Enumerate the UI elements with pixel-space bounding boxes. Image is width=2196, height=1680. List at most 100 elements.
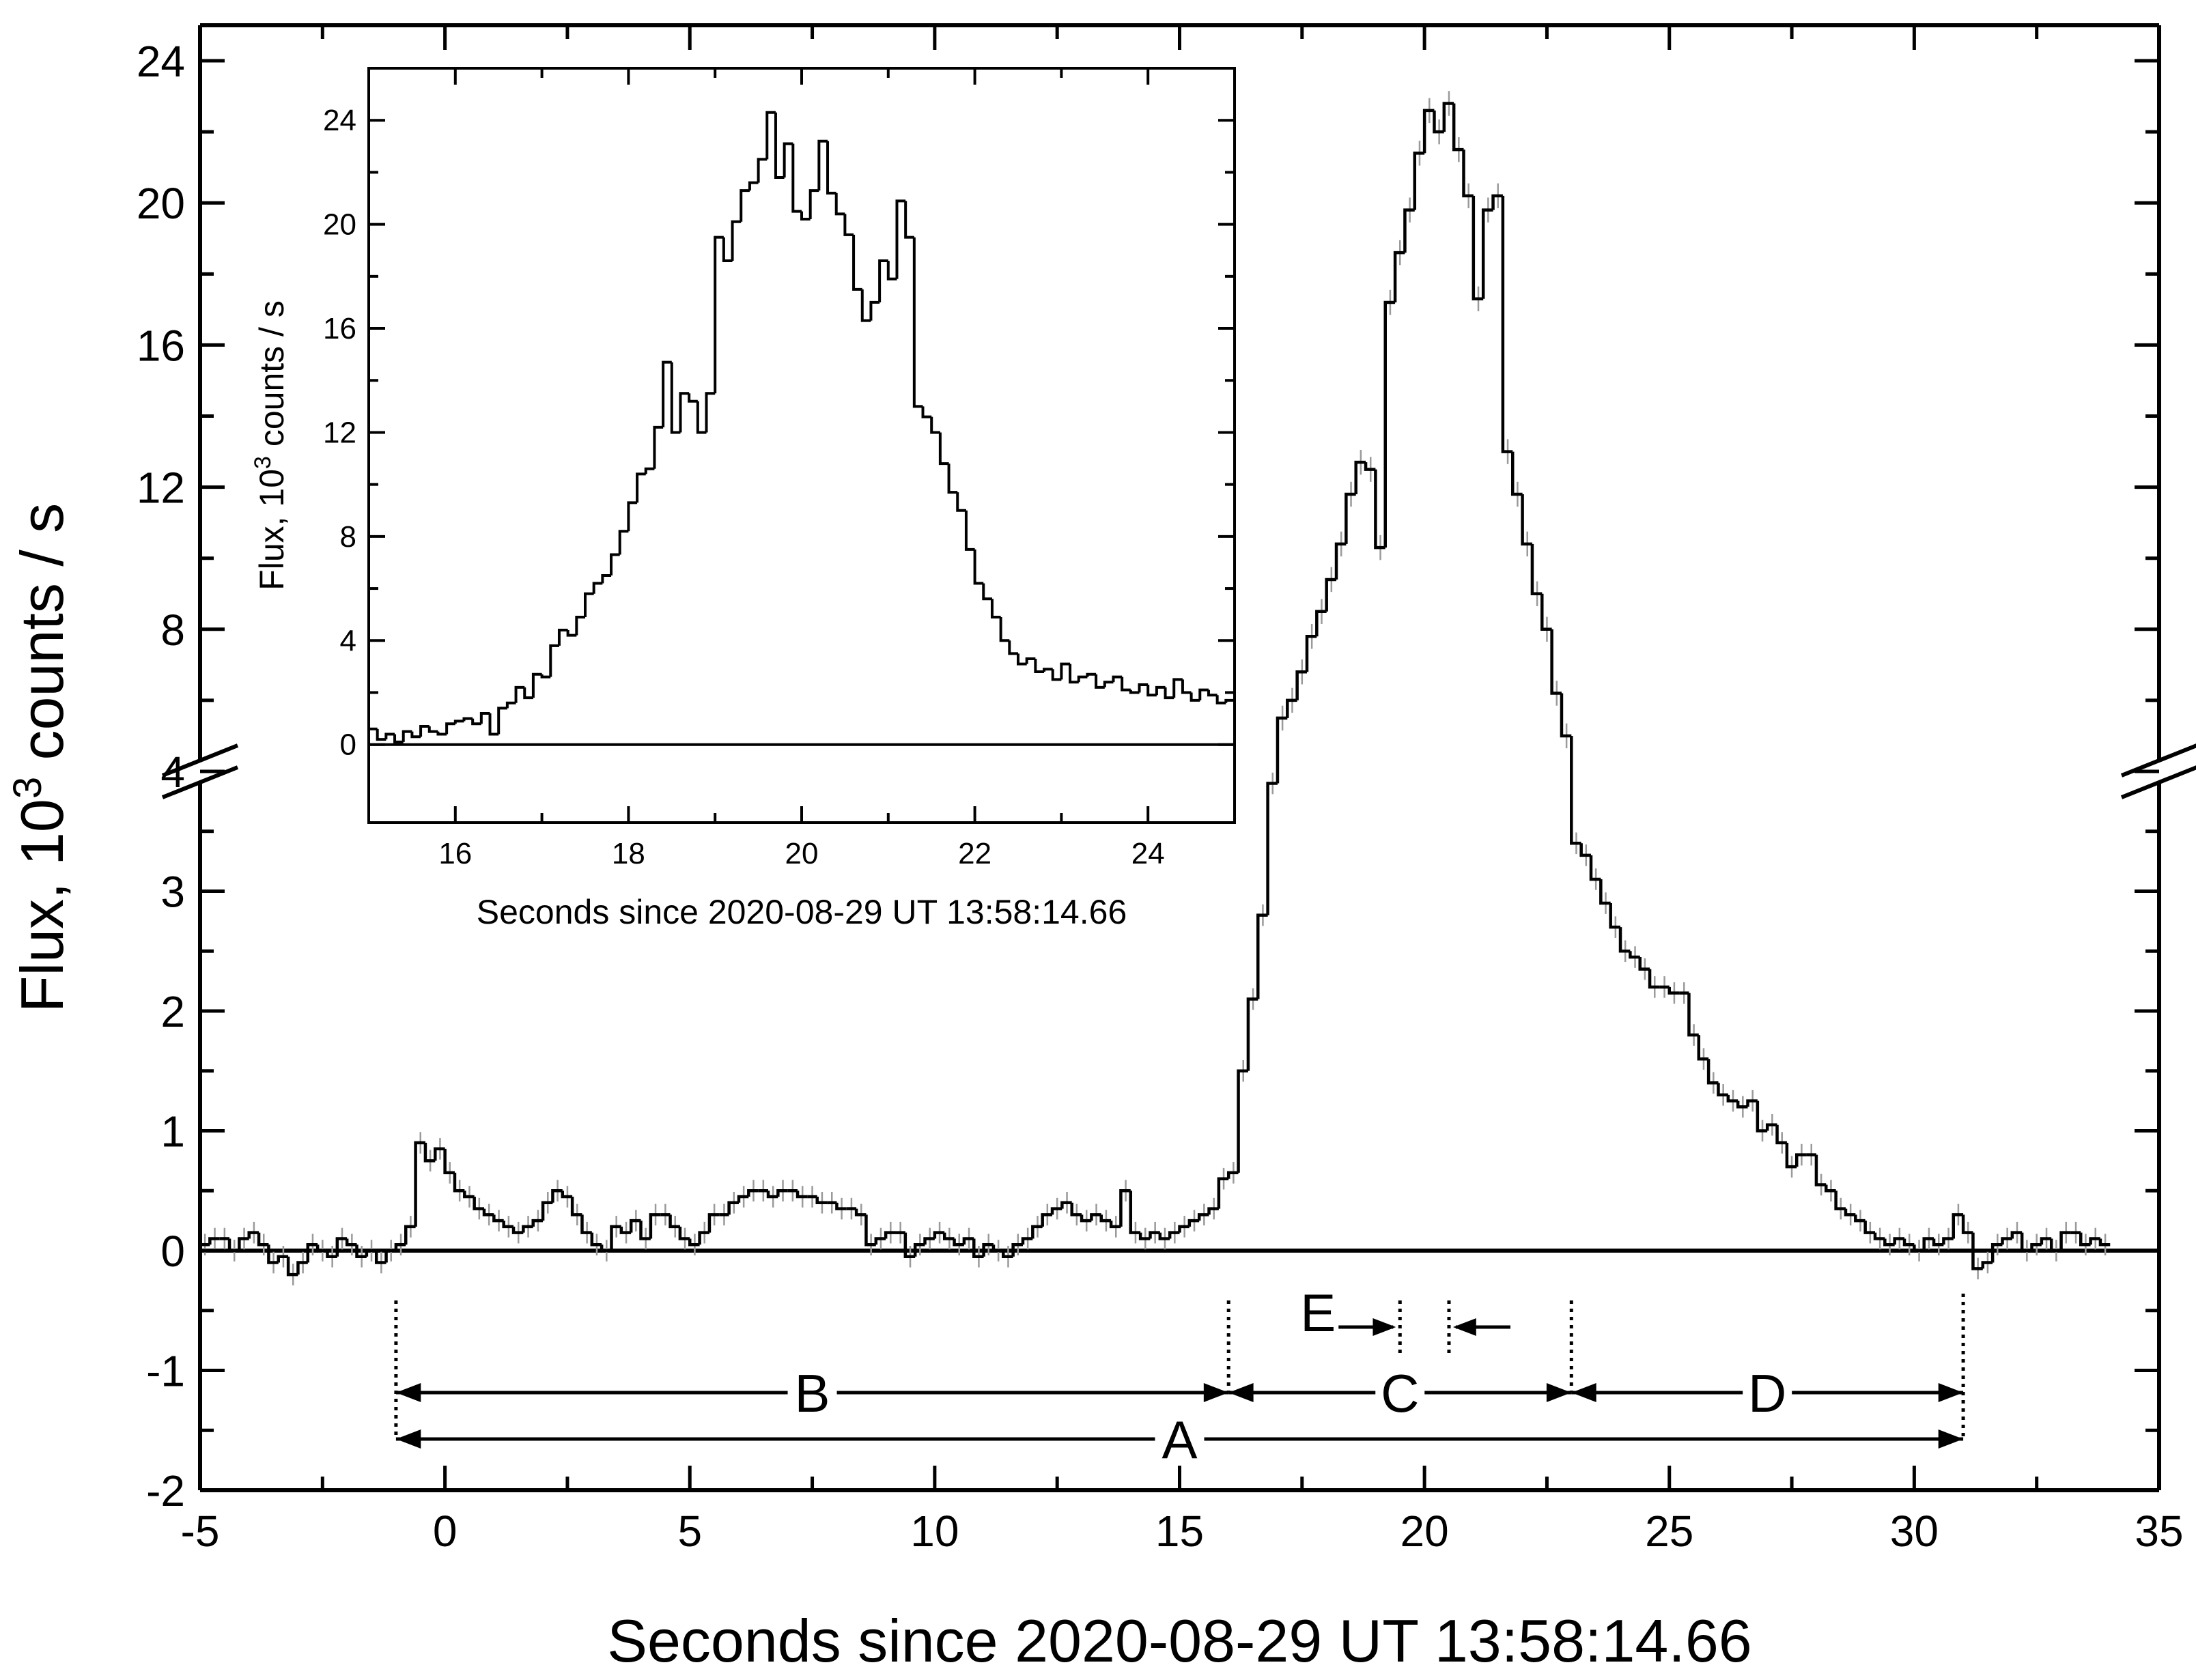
break-mark xyxy=(161,743,239,778)
data-bin xyxy=(345,1238,357,1247)
inset-y-tick-label: 24 xyxy=(323,104,356,137)
data-bin xyxy=(1393,251,1405,302)
inset-data-bin xyxy=(791,143,802,213)
inset-data-bin xyxy=(1077,675,1088,683)
data-bin xyxy=(1354,460,1366,495)
data-bin xyxy=(1041,1213,1053,1227)
inset-data-bin xyxy=(1155,685,1166,696)
data-bin xyxy=(1305,634,1317,672)
data-bin xyxy=(1510,451,1523,496)
data-bin xyxy=(1031,1225,1043,1239)
inset-data-bin xyxy=(757,158,768,183)
inset-light-curve-series xyxy=(369,111,1235,743)
data-bin xyxy=(1794,1153,1807,1167)
data-bin xyxy=(1638,957,1650,971)
inset-data-bin xyxy=(1034,658,1045,673)
inset-data-bin xyxy=(938,432,949,466)
data-bin xyxy=(1168,1231,1180,1239)
data-bin xyxy=(453,1172,465,1193)
data-bin xyxy=(1138,1232,1151,1240)
x-tick-label: 0 xyxy=(433,1507,458,1556)
data-bin xyxy=(1579,843,1591,857)
data-bin xyxy=(1462,150,1474,198)
inset-data-bin xyxy=(557,629,568,646)
inset-data-bin xyxy=(1121,677,1131,692)
inset-data-bin xyxy=(1103,681,1114,687)
data-bin xyxy=(991,1244,1004,1253)
data-bin xyxy=(355,1244,367,1259)
data-bin xyxy=(1070,1202,1082,1216)
data-bin xyxy=(1207,1207,1219,1215)
inset-data-bin xyxy=(1051,669,1062,681)
inset-data-bin xyxy=(584,592,594,617)
inset-data-bin xyxy=(1095,674,1105,689)
data-bin xyxy=(1775,1124,1787,1145)
inset-data-bin xyxy=(410,731,421,739)
inset-y-axis-title: Flux, 103 counts / s xyxy=(250,300,291,590)
inset-data-bin xyxy=(575,615,585,636)
data-bin xyxy=(982,1242,994,1257)
x-tick-label: 35 xyxy=(2135,1507,2183,1556)
data-bin xyxy=(482,1208,494,1216)
arrow-head xyxy=(1228,1383,1254,1402)
data-bin xyxy=(1706,1059,1719,1085)
inset-y-tick-label: 20 xyxy=(323,208,356,242)
data-bin xyxy=(1325,578,1337,612)
data-bin xyxy=(1560,693,1572,738)
data-bin xyxy=(1599,879,1611,905)
data-bin xyxy=(1481,208,1493,299)
x-tick-label: 15 xyxy=(1155,1507,1204,1556)
data-bin xyxy=(2098,1238,2111,1247)
data-bin xyxy=(796,1191,808,1199)
inset-y-tick-label: 8 xyxy=(340,520,356,554)
inset-data-bin xyxy=(618,530,629,555)
data-bin xyxy=(884,1231,896,1239)
data-bin xyxy=(1765,1123,1777,1131)
data-bin xyxy=(747,1189,759,1197)
data-bin xyxy=(1187,1219,1200,1227)
inset-x-tick-label: 24 xyxy=(1131,837,1165,870)
data-bin xyxy=(972,1238,984,1259)
data-bin xyxy=(1099,1214,1112,1223)
x-tick-label: 30 xyxy=(1890,1507,1939,1556)
break-mark xyxy=(161,765,239,799)
inset-data-bin xyxy=(1198,688,1209,700)
inset-data-bin xyxy=(1025,657,1036,664)
data-bin xyxy=(1618,927,1631,953)
break-mark xyxy=(2120,765,2196,799)
data-bin xyxy=(1726,1094,1738,1102)
data-bin xyxy=(1521,494,1532,546)
y-tick-label: 2 xyxy=(160,987,185,1036)
inset-x-tick-label: 20 xyxy=(785,837,819,870)
data-bin xyxy=(668,1214,680,1229)
inset-data-bin xyxy=(912,237,923,408)
inset-data-bin xyxy=(921,406,932,418)
x-tick-label: 10 xyxy=(910,1507,959,1556)
inset-data-bin xyxy=(670,362,681,434)
data-bin xyxy=(365,1249,377,1257)
inset-data-bin xyxy=(488,713,499,736)
inset-data-bin xyxy=(869,300,880,321)
label-knockout xyxy=(1743,1367,1792,1419)
inset-data-bin xyxy=(817,139,828,191)
data-bin xyxy=(1942,1237,1954,1245)
data-bin xyxy=(434,1147,445,1161)
data-bin xyxy=(1540,593,1552,631)
break-mark xyxy=(2120,743,2196,778)
x-tick-label: 5 xyxy=(677,1507,702,1556)
data-bin xyxy=(1922,1237,1934,1251)
data-bin xyxy=(1129,1191,1141,1234)
data-bin xyxy=(1119,1189,1131,1227)
inset-data-bin xyxy=(800,211,811,220)
y-tick-label: 16 xyxy=(137,321,185,370)
data-bin xyxy=(267,1244,279,1264)
inset-data-bin xyxy=(1224,698,1235,703)
inset-data-bin xyxy=(627,501,638,532)
inset-data-bin xyxy=(956,492,966,512)
inset-data-bin xyxy=(384,732,395,740)
plot-frame xyxy=(198,23,2161,1492)
data-bin xyxy=(1873,1232,1885,1240)
data-bin xyxy=(570,1197,582,1216)
data-bin xyxy=(1913,1244,1924,1253)
data-bin xyxy=(1746,1099,1758,1107)
